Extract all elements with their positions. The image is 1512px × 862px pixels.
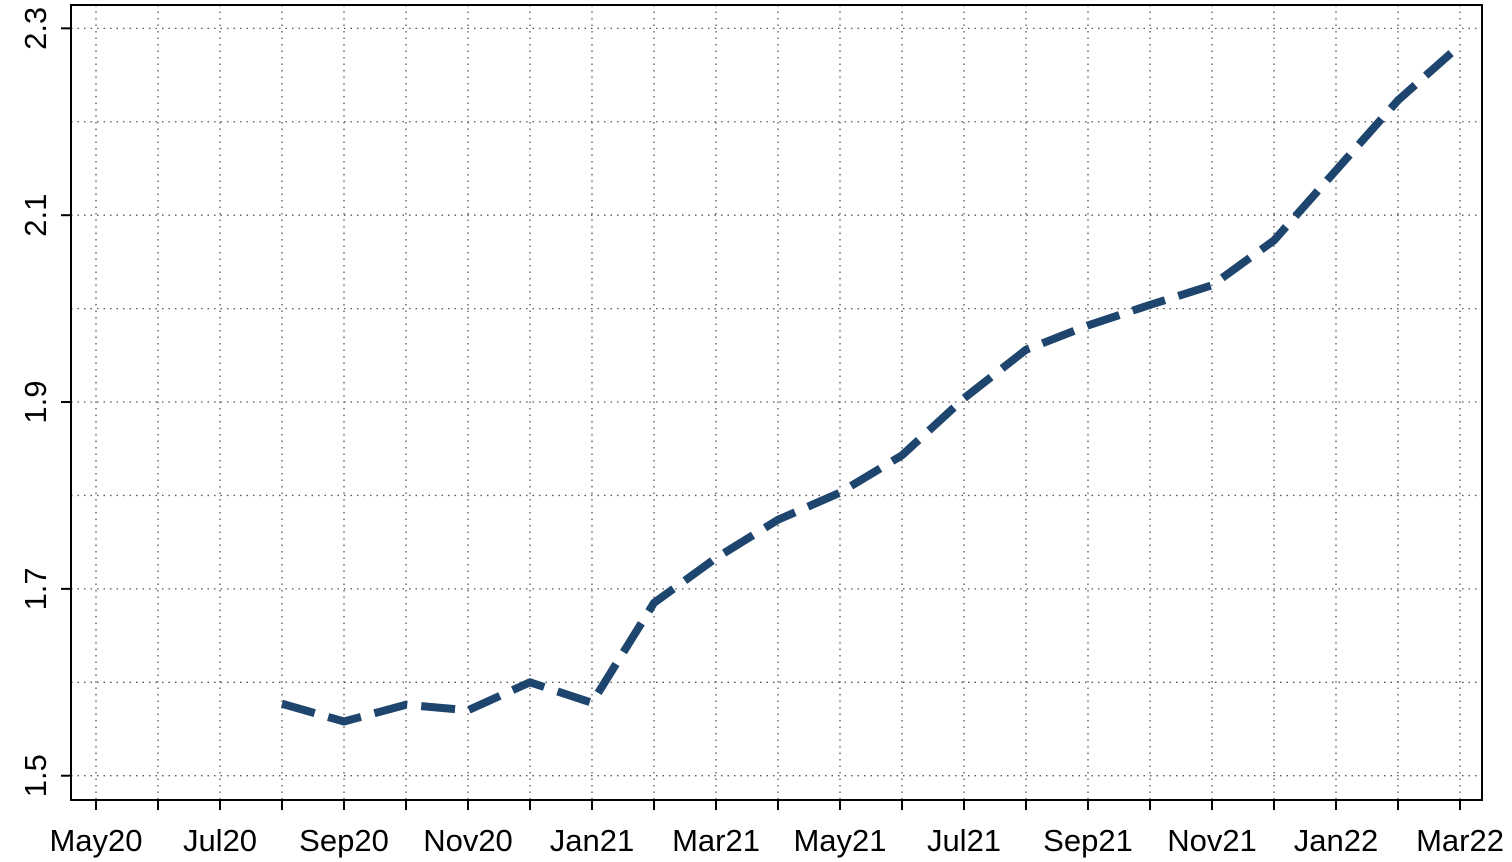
x-tick-label: Sep21 <box>1043 823 1133 858</box>
y-tick-label: 1.7 <box>18 567 53 610</box>
x-tick-label: Jan21 <box>550 823 634 858</box>
x-tick-label: Mar21 <box>672 823 760 858</box>
x-tick-label: Jan22 <box>1294 823 1378 858</box>
x-tick-label: Sep20 <box>299 823 389 858</box>
x-tick-label: May21 <box>793 823 886 858</box>
x-tick-label: Mar22 <box>1416 823 1504 858</box>
x-tick-label: Jul21 <box>927 823 1001 858</box>
data-line <box>280 42 1463 726</box>
x-tick-label: Nov20 <box>423 823 513 858</box>
y-tick-label: 1.5 <box>18 754 53 797</box>
x-tick-label: May20 <box>49 823 142 858</box>
y-tick-label: 2.3 <box>18 7 53 50</box>
y-tick-label: 1.9 <box>18 380 53 423</box>
x-tick-label: Jul20 <box>183 823 257 858</box>
x-tick-label: Nov21 <box>1167 823 1257 858</box>
y-tick-label: 2.1 <box>18 194 53 237</box>
